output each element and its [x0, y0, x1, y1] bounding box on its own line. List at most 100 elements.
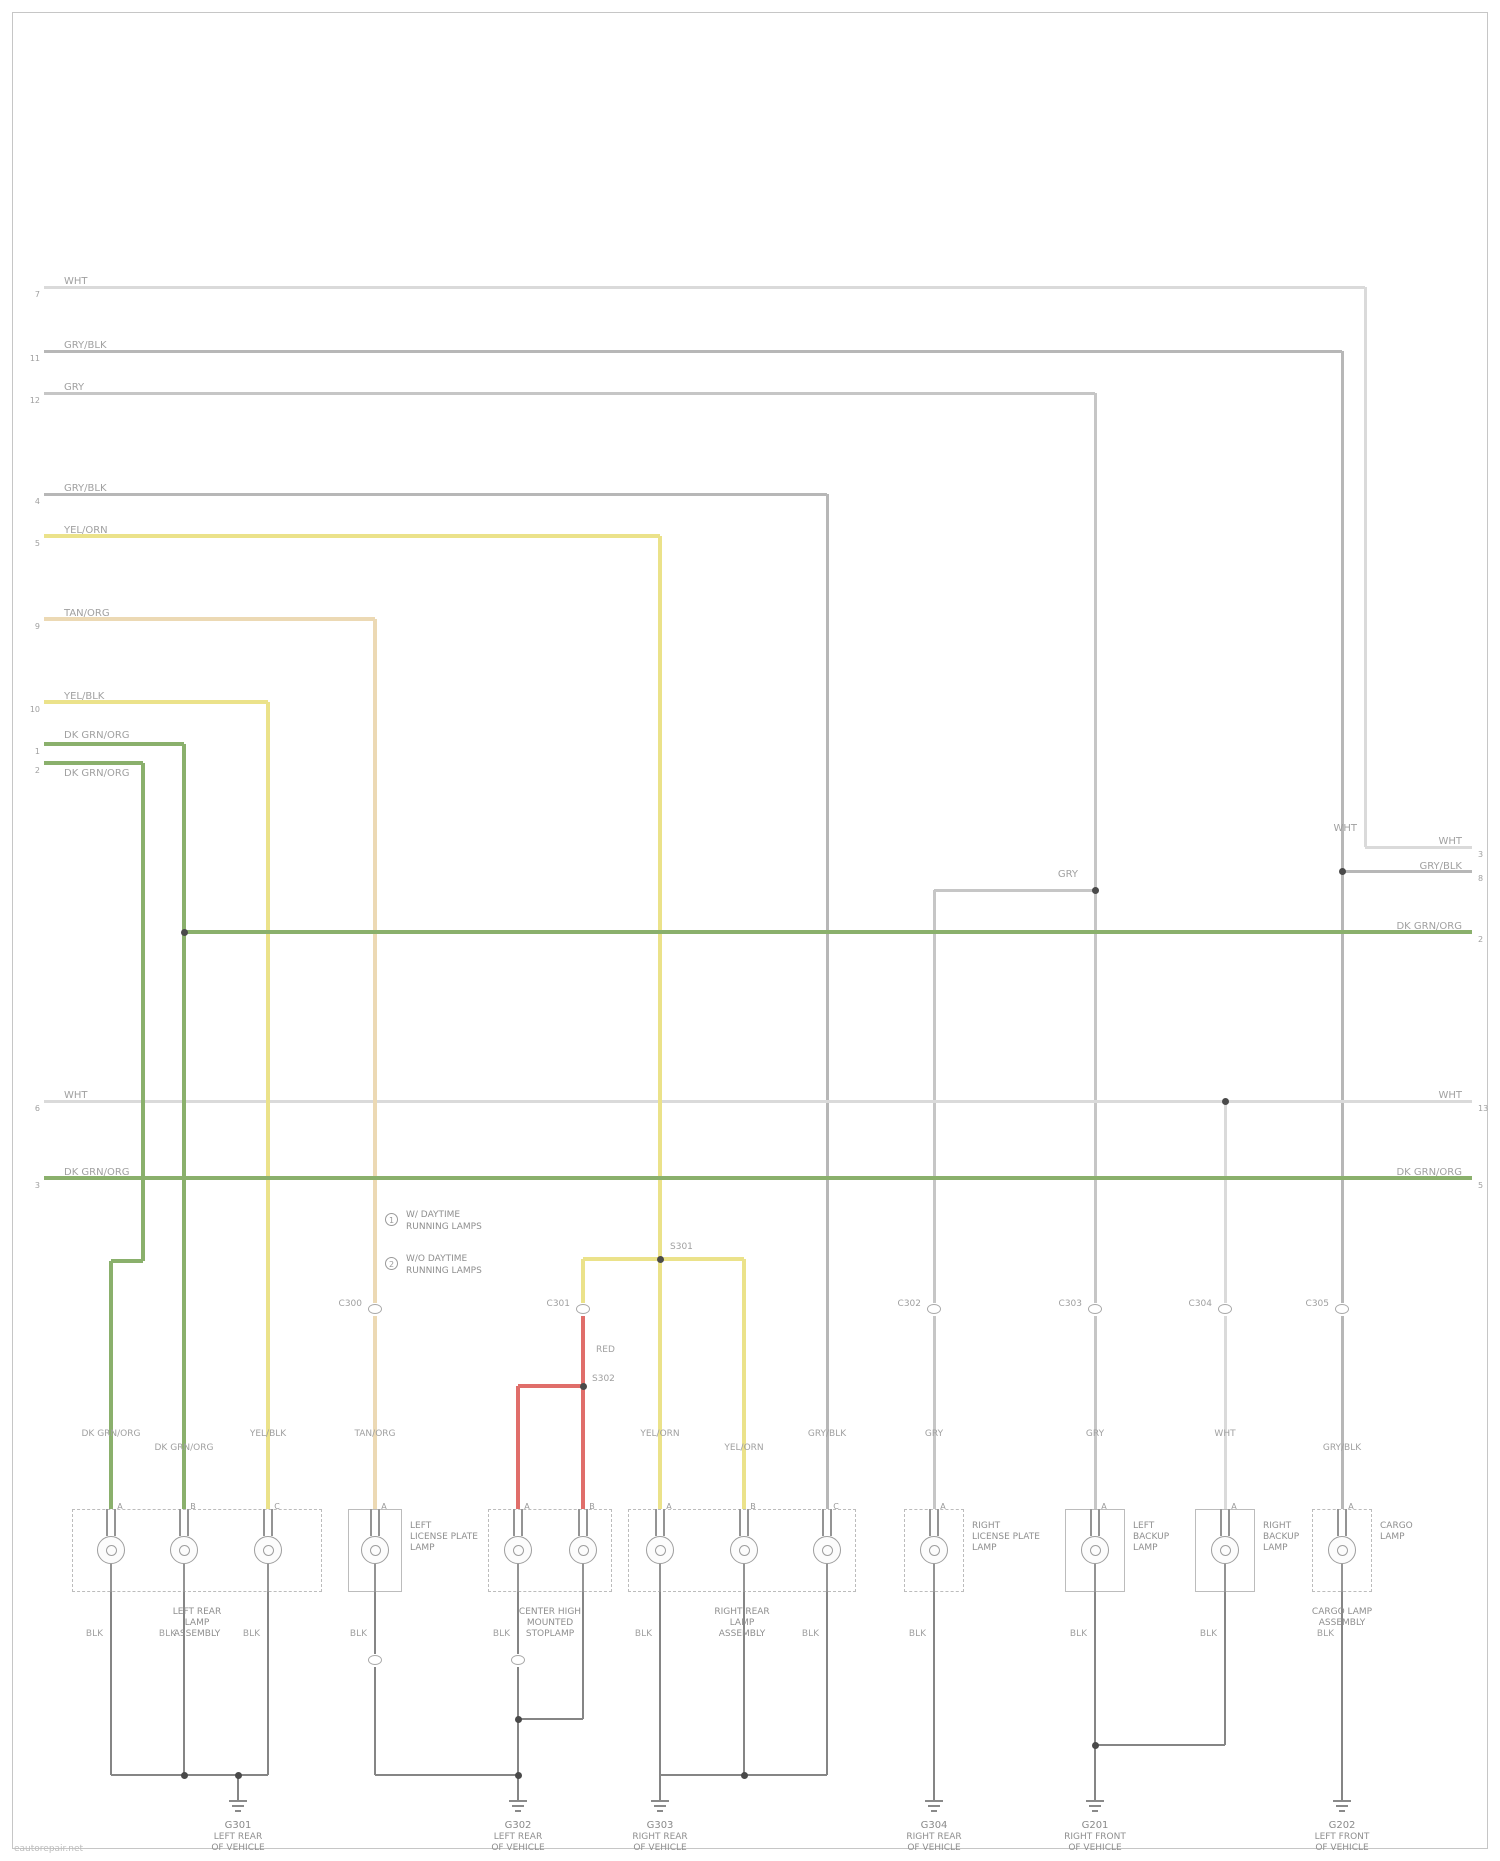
wire-blk-g2a2 [373, 1667, 377, 1775]
bulb-filament-icon [1336, 1544, 1348, 1556]
wire-grn-2nd [44, 761, 143, 765]
wire-label: RED [596, 1345, 615, 1355]
wire-label: BLK [158, 1629, 176, 1639]
wire-blk-g1s [236, 1775, 240, 1800]
wire-blk-g2a [373, 1592, 377, 1654]
bulb-prong [1090, 1509, 1092, 1536]
wire-gryblk-branch-right [1342, 869, 1472, 873]
wire-label: GRY/BLK [807, 1429, 847, 1439]
wire-label: BLK [492, 1629, 510, 1639]
ground-icon [1333, 1800, 1351, 1802]
wire-label: S302 [592, 1374, 615, 1384]
wire-label: 9 [34, 622, 40, 631]
component-caption: RIGHT REAR [714, 1607, 770, 1617]
wire-label: 3 [1478, 850, 1484, 859]
page-border-frame [12, 12, 1488, 1849]
wire-label: C304 [1188, 1299, 1212, 1309]
wire-label: A [666, 1502, 672, 1511]
wire-label: TAN/ORG [354, 1429, 396, 1439]
wire-gryblk-top [44, 349, 1342, 353]
bulb-prong [106, 1509, 108, 1536]
wire-label: A [1231, 1502, 1237, 1511]
bulb-lead [933, 1564, 935, 1592]
bulb-lead [826, 1564, 828, 1592]
wire-label: 11 [29, 354, 40, 363]
ground-icon [1086, 1800, 1104, 1802]
bulb-prong [655, 1509, 657, 1536]
component-caption: ASSEMBLY [1318, 1618, 1366, 1628]
ground-icon [1092, 1810, 1098, 1812]
bulb-icon [1081, 1536, 1109, 1564]
inline-connector-icon [1335, 1304, 1349, 1314]
ground-location: RIGHT REAR [906, 1832, 962, 1842]
component-caption: LAMP [729, 1618, 755, 1628]
wire-label: WHT [1438, 1090, 1462, 1101]
wire-label: DK GRN/ORG [64, 1167, 130, 1178]
bulb-prong [586, 1509, 588, 1536]
ground-location: LEFT FRONT [1314, 1832, 1370, 1842]
bulb-lead [517, 1564, 519, 1592]
wire-label: 2 [34, 766, 40, 775]
wire-label: YEL/ORN [64, 525, 108, 536]
inline-connector-icon [368, 1304, 382, 1314]
wire-red-branch [518, 1384, 583, 1388]
wire-label: GRY [64, 382, 85, 393]
component-caption: MOUNTED [526, 1618, 574, 1628]
wire-blk-g3a [658, 1592, 662, 1800]
watermark: eautorepair.net [14, 1844, 84, 1854]
ground-location: LEFT REAR [493, 1832, 543, 1842]
wire-blk-g2c [581, 1592, 585, 1719]
bulb-lead [743, 1564, 745, 1592]
wire-yel-main [44, 534, 660, 538]
wire-label: B [190, 1502, 196, 1511]
bulb-prong [114, 1509, 116, 1536]
wire-label: A [1348, 1502, 1354, 1511]
ground-icon [229, 1800, 247, 1802]
wire-wht-top [1363, 287, 1367, 847]
wire-label: C303 [1058, 1299, 1082, 1309]
bulb-filament-icon [105, 1544, 117, 1556]
wire-yel-2 [266, 702, 270, 1509]
wire-yel-branch-left [583, 1257, 660, 1261]
ground-icon [232, 1805, 244, 1807]
bulb-filament-icon [262, 1544, 274, 1556]
wire-blk-g5b [1095, 1743, 1225, 1747]
bulb-filament-icon [654, 1544, 666, 1556]
wire-yel-main [658, 536, 662, 1509]
wire-label: BLK [85, 1629, 103, 1639]
bulb-prong [1345, 1509, 1347, 1536]
wire-label: DK GRN/ORG [1396, 1167, 1462, 1178]
component-caption: CARGO LAMP [1311, 1607, 1373, 1617]
ground-code: G302 [504, 1820, 532, 1831]
bulb-prong [370, 1509, 372, 1536]
note-text: W/ DAYTIME [406, 1210, 461, 1220]
ground-location: LEFT REAR [213, 1832, 263, 1842]
bulb-prong [521, 1509, 523, 1536]
bulb-icon [1211, 1536, 1239, 1564]
bulb-prong [739, 1509, 741, 1536]
wire-blk-g1a [109, 1592, 113, 1775]
wire-tan-lower [373, 1316, 377, 1509]
ground-code: G201 [1081, 1820, 1109, 1831]
ground-icon [651, 1800, 669, 1802]
wire-label: 1 [34, 747, 40, 756]
ground-icon [509, 1800, 527, 1802]
wire-wht-top [44, 285, 1365, 289]
bulb-filament-icon [928, 1544, 940, 1556]
bulb-prong [578, 1509, 580, 1536]
component-side-label: LAMP [1380, 1532, 1405, 1542]
component-caption: CENTER HIGH [518, 1607, 582, 1617]
wire-label: WHT [1333, 823, 1357, 834]
inline-connector-icon [576, 1304, 590, 1314]
bulb-lead [374, 1564, 376, 1592]
ground-icon [657, 1810, 663, 1812]
wire-label: A [1101, 1502, 1107, 1511]
bulb-prong [929, 1509, 931, 1536]
junction-dot-icon [514, 1715, 522, 1723]
wire-label: GRY/BLK [1322, 1443, 1362, 1453]
ground-location: OF VEHICLE [1068, 1843, 1122, 1853]
wire-label: B [589, 1502, 595, 1511]
note-number-icon: 2 [385, 1257, 398, 1270]
wire-label: YEL/ORN [724, 1443, 764, 1453]
wire-label: C300 [338, 1299, 362, 1309]
